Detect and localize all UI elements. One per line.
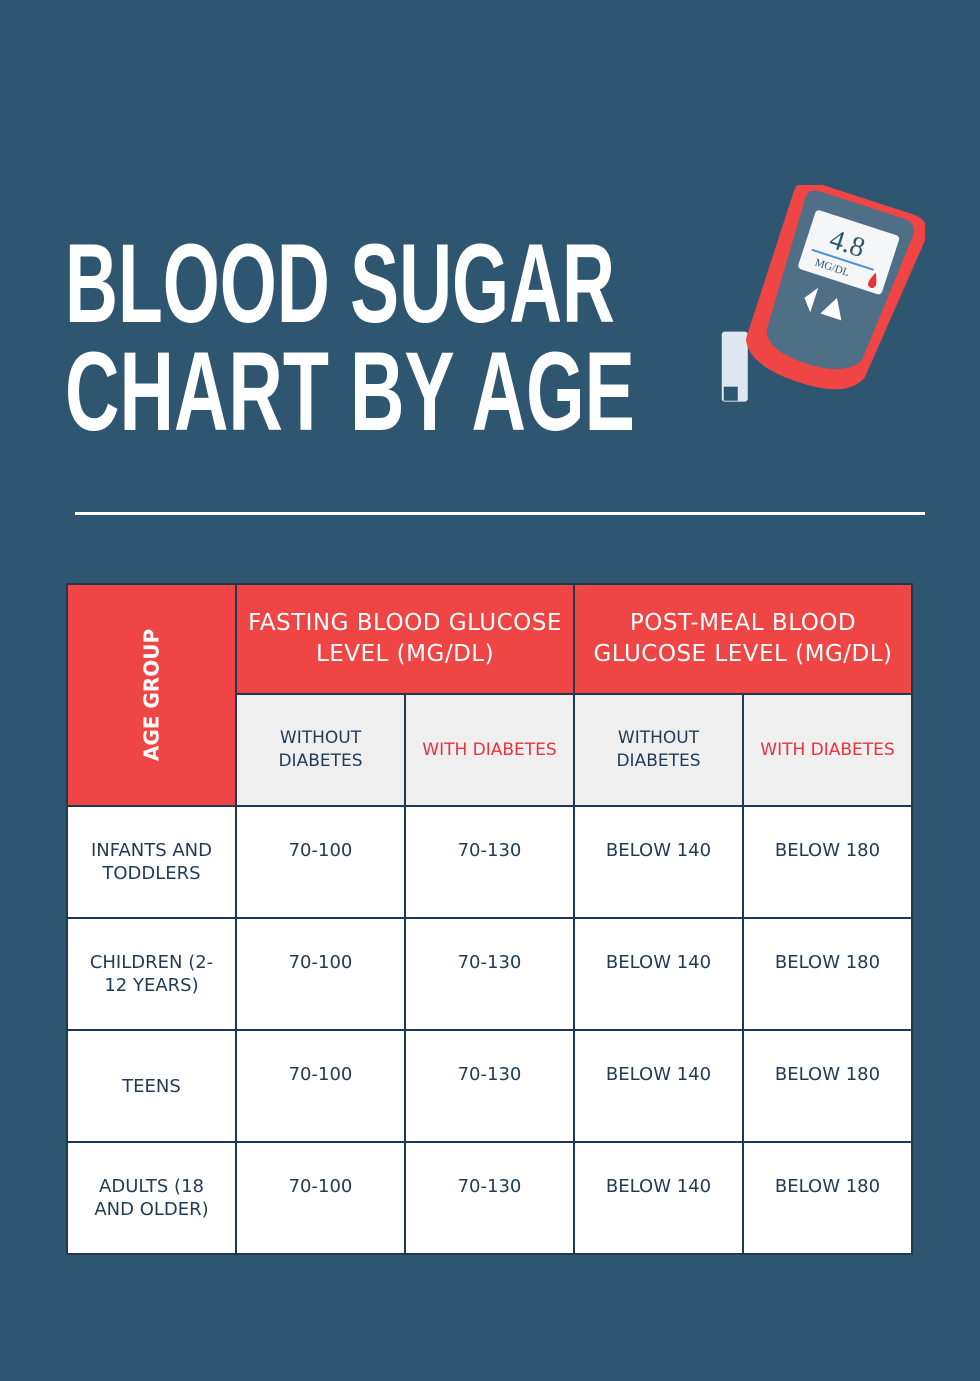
value-cell: 70-130	[404, 1141, 575, 1255]
cell-text: 70-130	[457, 1063, 522, 1085]
value-cell: BELOW 140	[573, 917, 744, 1031]
cell-text: CHILDREN (2-12 YEARS)	[89, 952, 214, 996]
glucose-meter-icon: 4.8 MG/DL	[721, 185, 925, 402]
sub-header: WITHOUT DIABETES	[573, 693, 744, 807]
cell-text: 70-100	[288, 839, 353, 861]
age-group-cell: INFANTS AND TODDLERS	[66, 805, 237, 919]
value-cell: 70-100	[235, 1141, 406, 1255]
cell-text: BELOW 180	[774, 1063, 881, 1085]
table-row: ADULTS (18 AND OLDER) 70-100 70-130 BELOW 1…	[66, 1141, 913, 1255]
value-cell: BELOW 180	[742, 1029, 913, 1143]
table-row: TEENS 70-100 70-130 BELOW 140 BELOW 180	[66, 1029, 913, 1143]
glucose-table: AGE GROUP FASTING BLOOD GLUCOSE LEVEL (M…	[66, 583, 913, 1255]
value-cell: 70-130	[404, 805, 575, 919]
value-cell: BELOW 180	[742, 1141, 913, 1255]
value-cell: BELOW 140	[573, 805, 744, 919]
value-cell: 70-130	[404, 1029, 575, 1143]
cell-text: BELOW 140	[605, 839, 712, 861]
cell-text: 70-100	[288, 1175, 353, 1197]
group-header: FASTING BLOOD GLUCOSE LEVEL (MG/DL)	[235, 583, 575, 695]
cell-text: 70-100	[288, 1063, 353, 1085]
cell-text: BELOW 140	[605, 1063, 712, 1085]
sub-header: WITH DIABETES	[404, 693, 575, 807]
age-group-cell: CHILDREN (2-12 YEARS)	[66, 917, 237, 1031]
value-cell: BELOW 180	[742, 917, 913, 1031]
cell-text: 70-130	[457, 1175, 522, 1197]
cell-text: INFANTS AND TODDLERS	[90, 840, 213, 884]
value-cell: BELOW 180	[742, 805, 913, 919]
value-cell: 70-100	[235, 1029, 406, 1143]
value-cell: BELOW 140	[573, 1141, 744, 1255]
cell-text: BELOW 180	[774, 839, 881, 861]
sub-header: WITH DIABETES	[742, 693, 913, 807]
age-group-cell: ADULTS (18 AND OLDER)	[66, 1141, 237, 1255]
cell-text: 70-130	[457, 839, 522, 861]
age-header: AGE GROUP	[66, 583, 237, 807]
age-group-cell: TEENS	[66, 1029, 237, 1143]
value-cell: 70-100	[235, 805, 406, 919]
age-header-text: AGE GROUP	[139, 628, 164, 762]
cell-text: BELOW 180	[774, 951, 881, 973]
title-line: CHART BY AGE	[65, 329, 635, 454]
cell-text: ADULTS (18 AND OLDER)	[94, 1176, 209, 1220]
sub-header: WITHOUT DIABETES	[235, 693, 406, 807]
table-row: CHILDREN (2-12 YEARS) 70-100 70-130 BELOW 1…	[66, 917, 913, 1031]
group-header: POST-MEAL BLOOD GLUCOSE LEVEL (MG/DL)	[573, 583, 913, 695]
title-line: BLOOD SUGAR	[65, 221, 615, 346]
cell-text: BELOW 140	[605, 951, 712, 973]
cell-text: TEENS	[122, 1075, 181, 1097]
table-row: INFANTS AND TODDLERS 70-100 70-130 BELOW 14…	[66, 805, 913, 919]
cell-text: 70-100	[288, 951, 353, 973]
value-cell: BELOW 140	[573, 1029, 744, 1143]
title: BLOOD SUGAR CHART BY AGE	[65, 221, 635, 454]
cell-text: BELOW 140	[605, 1175, 712, 1197]
divider	[75, 512, 925, 515]
cell-text: 70-130	[457, 951, 522, 973]
value-cell: 70-100	[235, 917, 406, 1031]
cell-text: BELOW 180	[774, 1175, 881, 1197]
value-cell: 70-130	[404, 917, 575, 1031]
table-body: INFANTS AND TODDLERS 70-100 70-130 BELOW 14…	[66, 805, 913, 1255]
